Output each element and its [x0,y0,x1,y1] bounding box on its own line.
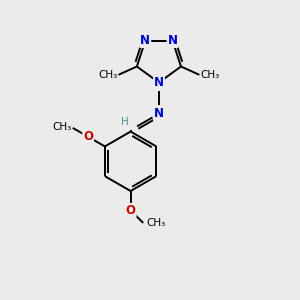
Text: N: N [154,76,164,89]
Text: CH₃: CH₃ [146,218,165,228]
Text: N: N [167,34,178,47]
Text: O: O [126,204,136,217]
Text: CH₃: CH₃ [201,70,220,80]
Text: H: H [122,117,129,127]
Text: N: N [140,34,150,47]
Text: O: O [83,130,93,143]
Text: CH₃: CH₃ [98,70,117,80]
Text: N: N [154,107,164,120]
Text: CH₃: CH₃ [52,122,72,132]
